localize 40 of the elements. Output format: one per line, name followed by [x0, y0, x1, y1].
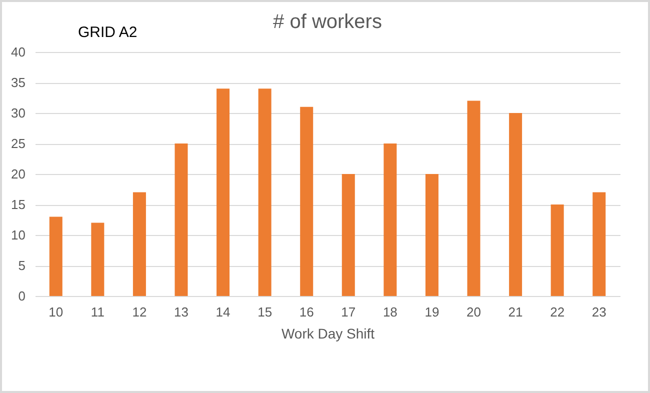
text: GRID A2	[78, 24, 138, 41]
x-tick-label: 23	[592, 304, 606, 320]
bar	[592, 192, 606, 296]
chart-title: # of workers	[273, 11, 382, 33]
x-tick-label: 16	[299, 304, 314, 320]
x-tick-label: 11	[90, 304, 104, 320]
bar	[300, 106, 314, 296]
bar	[132, 192, 146, 296]
bar	[384, 144, 397, 296]
y-tick-label: 10	[11, 228, 26, 242]
y-tick-label: 35	[11, 75, 26, 90]
x-tick-label: 12	[132, 304, 147, 320]
y-tick-label: 0	[18, 288, 26, 304]
y-tick-label: 25	[11, 136, 26, 151]
bar	[91, 222, 104, 296]
x-axis-title: Work Day Shift	[281, 326, 375, 342]
y-tick-label: 30	[11, 106, 26, 120]
bar	[49, 216, 62, 296]
x-tick-label: 13	[174, 304, 188, 320]
y-tick-label: 5	[18, 258, 26, 273]
bar	[509, 113, 522, 296]
bar	[258, 88, 272, 296]
x-tick-label: 15	[258, 304, 272, 320]
x-tick-label: 22	[550, 304, 565, 320]
y-tick-label: 20	[11, 166, 26, 182]
x-tick-label: 10	[48, 304, 64, 320]
x-tick-label: 21	[508, 304, 523, 320]
y-tick-label: 15	[11, 197, 26, 212]
x-tick-label: 19	[424, 304, 440, 320]
x-tick-label: 17	[341, 304, 356, 320]
bar	[216, 88, 230, 296]
y-tick-label: 40	[11, 44, 26, 60]
bar	[467, 100, 480, 296]
bar	[550, 204, 564, 296]
x-tick-label: 14	[216, 304, 230, 320]
bar	[425, 174, 438, 296]
x-tick-label: 20	[466, 304, 481, 320]
x-tick-label: 18	[382, 304, 398, 320]
bar	[342, 174, 355, 296]
bar	[174, 144, 188, 296]
